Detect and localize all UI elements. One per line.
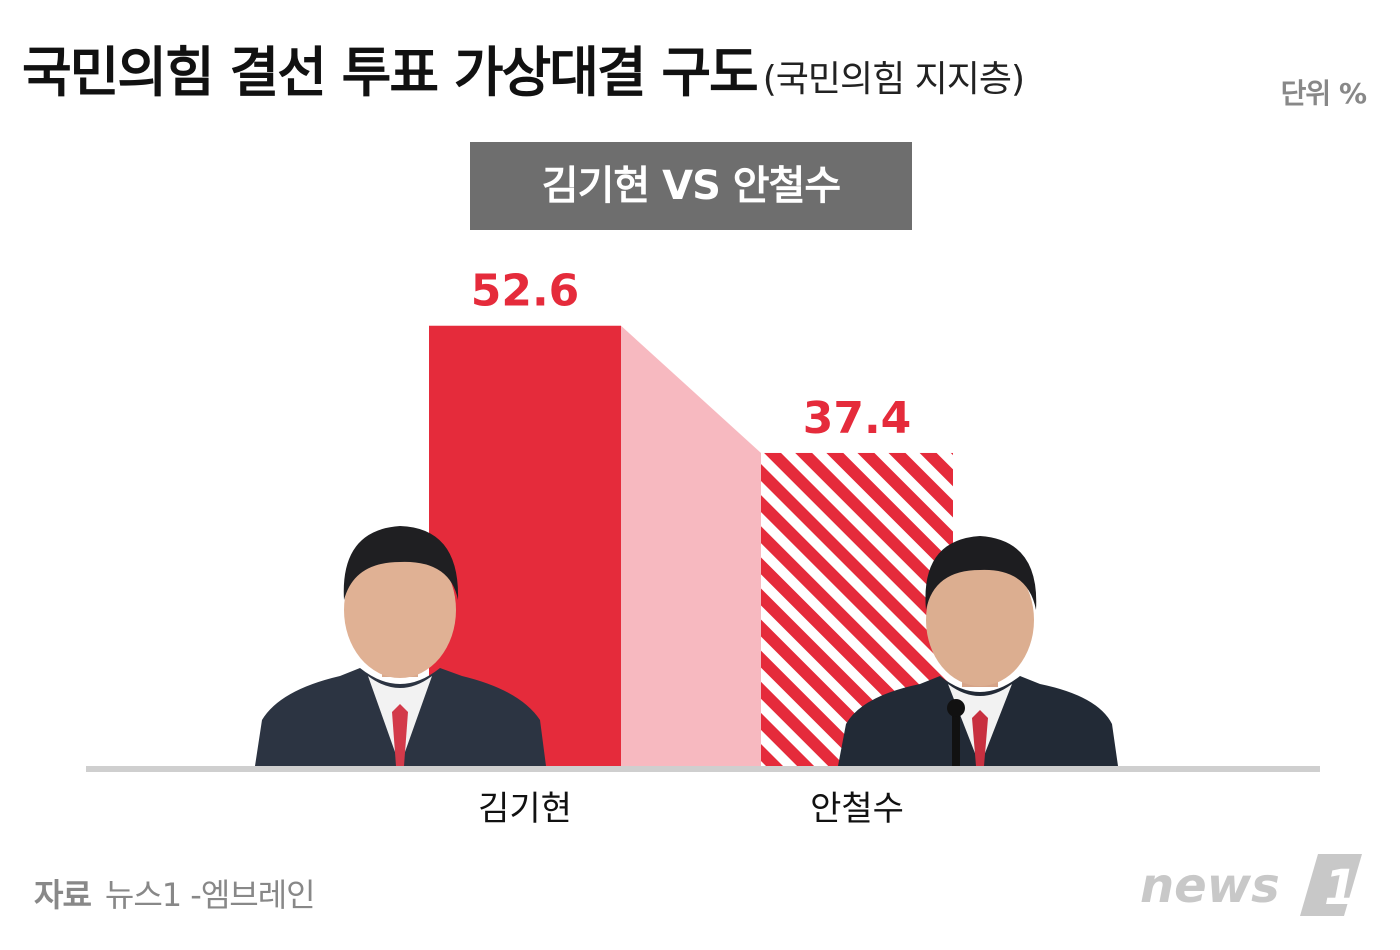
- chart-title: 국민의힘 결선 투표 가상대결 구도 (국민의힘 지지층): [22, 28, 1025, 107]
- source-key: 자료: [34, 876, 92, 914]
- matchup-banner: 김기현 VS 안철수: [470, 142, 912, 230]
- logo-number: 1: [1324, 860, 1357, 916]
- person-photo-right: [838, 536, 1118, 766]
- data-label-2: 37.4: [803, 393, 912, 444]
- data-label-1: 52.6: [471, 266, 580, 317]
- bar-connector: [621, 325, 761, 766]
- source-value: 뉴스1 -엠브레인: [104, 876, 316, 914]
- category-label-1: 김기현: [478, 789, 572, 829]
- title-subtitle: (국민의힘 지지층): [762, 59, 1025, 100]
- title-main: 국민의힘 결선 투표 가상대결 구도: [22, 41, 759, 104]
- logo-text: news: [1140, 858, 1280, 914]
- logo-mark: [1300, 854, 1362, 916]
- category-label-2: 안철수: [810, 789, 904, 829]
- news1-logo: news 1: [1140, 854, 1362, 916]
- unit-label: 단위 %: [1280, 77, 1367, 110]
- person-photo-left: [255, 526, 546, 766]
- source-note: 자료 뉴스1 -엠브레인: [34, 870, 316, 916]
